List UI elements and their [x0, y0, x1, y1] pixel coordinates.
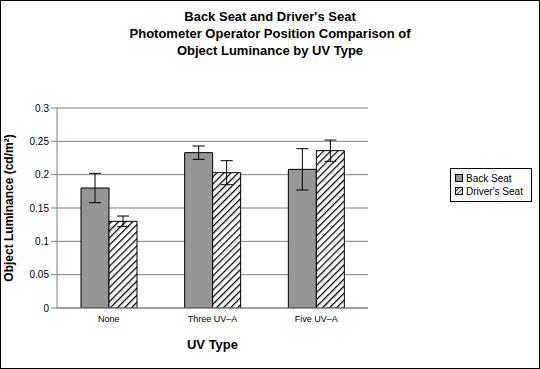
svg-text:0.25: 0.25: [30, 136, 50, 147]
svg-text:0.15: 0.15: [30, 203, 50, 214]
html-text:Back Seat: Back Seat: [466, 172, 512, 184]
html-text:Back Seat and Driver's Seat Ph: Back Seat and Driver's Seat Photometer O…: [129, 9, 411, 58]
html-text:Driver's Seat: Driver's Seat: [466, 185, 523, 197]
svg-text:0.1: 0.1: [35, 236, 49, 247]
svg-text:0.05: 0.05: [30, 269, 50, 280]
svg-text:0: 0: [43, 303, 49, 314]
svg-text:Three UV–A: Three UV–A: [188, 314, 238, 324]
svg-text:Five UV–A: Five UV–A: [295, 314, 338, 324]
svg-text:0.3: 0.3: [35, 103, 49, 114]
svg-text:UV Type: UV Type: [187, 337, 238, 352]
svg-text:Object Luminance (cd/m²): Object Luminance (cd/m²): [8, 134, 16, 281]
svg-text:None: None: [98, 314, 120, 324]
svg-text:0.2: 0.2: [35, 169, 49, 180]
